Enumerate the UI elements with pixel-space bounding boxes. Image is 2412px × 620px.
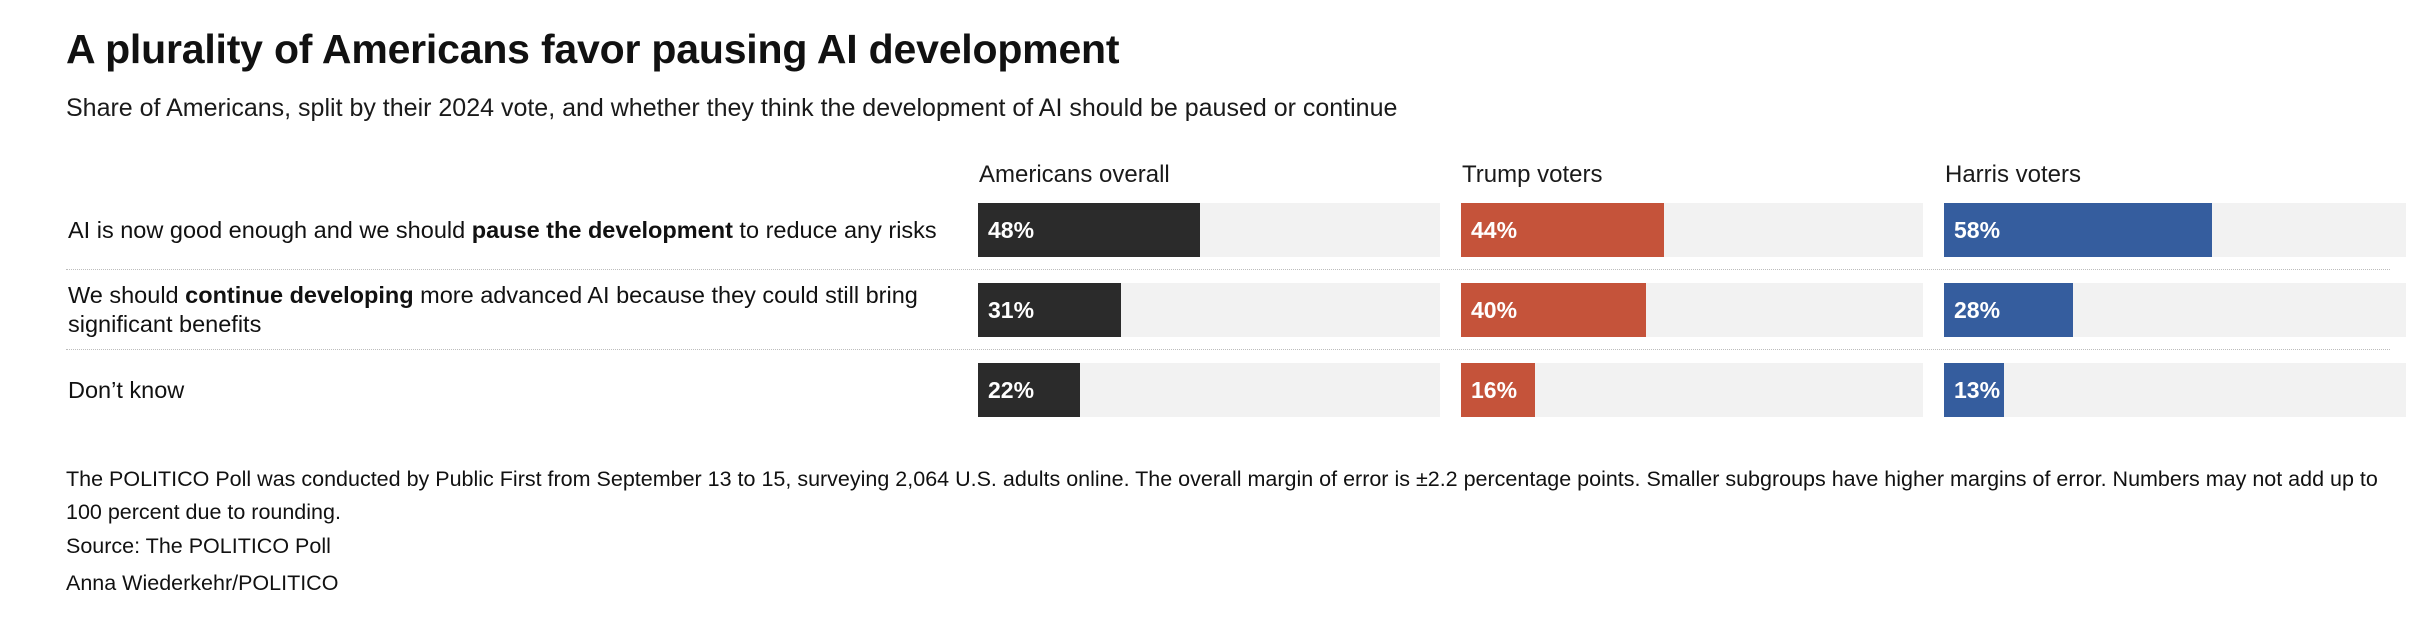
bar-track: 40% bbox=[1461, 283, 1923, 337]
bar-trump: 40% bbox=[1461, 283, 1646, 337]
column-header: Harris voters bbox=[1945, 161, 2082, 188]
row-label-text: AI is now good enough and we should bbox=[68, 216, 472, 243]
bar-harris: 13% bbox=[1944, 363, 2005, 417]
row-label: Don’t know bbox=[68, 376, 968, 405]
bar-harris: 58% bbox=[1944, 203, 2212, 257]
bar-track: 58% bbox=[1944, 203, 2406, 257]
row-label-text: Don’t know bbox=[68, 376, 185, 403]
row-label-emphasis: pause the development bbox=[471, 216, 733, 243]
bar-overall: 31% bbox=[978, 283, 1122, 337]
bar-track: 16% bbox=[1461, 363, 1923, 417]
bar-overall: 48% bbox=[978, 203, 1200, 257]
source-note: Source: The POLITICO Poll bbox=[66, 534, 331, 558]
methodology-note: The POLITICO Poll was conducted by Publi… bbox=[66, 467, 2378, 524]
bar-value-label: 28% bbox=[1954, 297, 2001, 323]
row-label: We should continue developing more advan… bbox=[68, 281, 968, 339]
bar-value-label: 22% bbox=[988, 377, 1035, 403]
credit-line: Anna Wiederkehr/POLITICO bbox=[66, 571, 339, 595]
bar-value-label: 44% bbox=[1471, 217, 1518, 243]
row-label-text: We should bbox=[68, 282, 186, 308]
bar-value-label: 16% bbox=[1471, 377, 1518, 403]
bar-track: 31% bbox=[978, 283, 1440, 337]
chart-subtitle: Share of Americans, split by their 2024 … bbox=[66, 94, 1398, 122]
row-divider bbox=[66, 269, 2390, 270]
bar-value-label: 48% bbox=[988, 217, 1035, 243]
bar-track: 22% bbox=[978, 363, 1440, 417]
row-divider bbox=[66, 349, 2390, 350]
bar-value-label: 31% bbox=[988, 297, 1035, 323]
column-header: Trump voters bbox=[1462, 161, 1603, 188]
column-header: Americans overall bbox=[979, 161, 1170, 188]
bar-track: 44% bbox=[1461, 203, 1923, 257]
bar-track: 48% bbox=[978, 203, 1440, 257]
bar-value-label: 58% bbox=[1954, 217, 2001, 243]
row-label-emphasis: continue developing bbox=[185, 282, 414, 308]
row-label-text: more advanced AI because they could stil… bbox=[68, 282, 918, 337]
bar-track: 13% bbox=[1944, 363, 2406, 417]
bar-trump: 44% bbox=[1461, 203, 1665, 257]
row-label-text: to reduce any risks bbox=[732, 216, 937, 243]
row-label: AI is now good enough and we should paus… bbox=[68, 216, 968, 245]
bar-value-label: 13% bbox=[1954, 377, 2001, 403]
bar-trump: 16% bbox=[1461, 363, 1535, 417]
chart-title: A plurality of Americans favor pausing A… bbox=[66, 26, 1120, 72]
bar-overall: 22% bbox=[978, 363, 1080, 417]
bar-track: 28% bbox=[1944, 283, 2406, 337]
bar-harris: 28% bbox=[1944, 283, 2074, 337]
bar-value-label: 40% bbox=[1471, 297, 1518, 323]
